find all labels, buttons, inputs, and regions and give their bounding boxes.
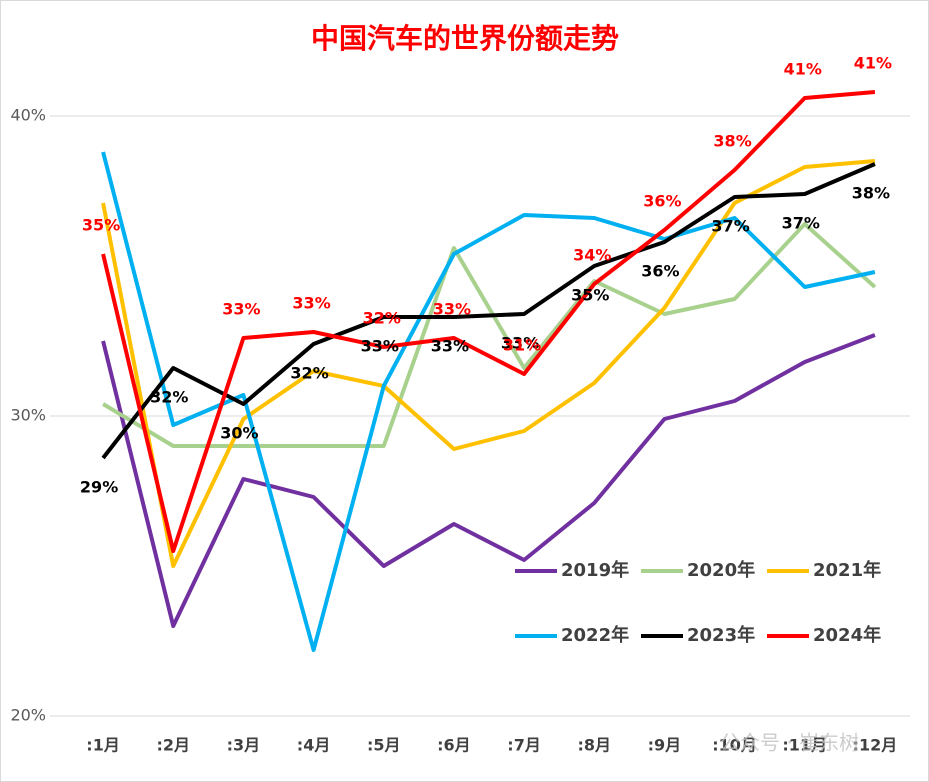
data-label: 33% — [361, 337, 399, 356]
x-tick-label: :7月 — [507, 736, 541, 755]
legend-label: 2021年 — [813, 559, 881, 581]
x-tick-label: :4月 — [297, 736, 331, 755]
x-tick-label: :5月 — [367, 736, 401, 755]
data-label: 31% — [503, 336, 541, 355]
data-label: 36% — [643, 192, 681, 211]
series-line — [101, 162, 876, 460]
series-line — [101, 90, 876, 553]
data-label: 36% — [641, 262, 679, 281]
data-label: 41% — [784, 60, 822, 79]
data-label: 41% — [854, 54, 892, 73]
data-label: 32% — [363, 309, 401, 328]
x-tick-label: :9月 — [648, 736, 682, 755]
data-label: 38% — [852, 184, 890, 203]
x-tick-label: :2月 — [156, 736, 190, 755]
legend-label: 2020年 — [687, 559, 755, 581]
x-tick-label: :1月 — [86, 736, 120, 755]
y-tick-label: 20% — [10, 706, 46, 725]
x-tick-label: :3月 — [227, 736, 261, 755]
data-label: 33% — [222, 300, 260, 319]
data-label: 34% — [573, 246, 611, 265]
data-label: 37% — [711, 217, 749, 236]
data-label: 35% — [571, 286, 609, 305]
series-line — [101, 333, 876, 628]
watermark: 公众号 · 崔东树 — [720, 731, 859, 755]
data-label: 29% — [80, 478, 118, 497]
x-tick-label: :10月 — [712, 736, 757, 755]
y-tick-label: 40% — [10, 106, 46, 125]
data-label: 33% — [431, 337, 469, 356]
data-label: 38% — [713, 132, 751, 151]
legend-label: 2019年 — [561, 559, 629, 581]
y-tick-label: 30% — [10, 406, 46, 425]
legend-label: 2022年 — [561, 624, 629, 646]
x-tick-label: :11月 — [782, 736, 827, 755]
x-tick-label: :8月 — [577, 736, 611, 755]
x-tick-label: :6月 — [437, 736, 471, 755]
data-label: 33% — [292, 294, 330, 313]
data-label: 35% — [82, 216, 120, 235]
data-label: 33% — [433, 300, 471, 319]
chart-title: 中国汽车的世界份额走势 — [311, 22, 619, 55]
legend-label: 2023年 — [687, 624, 755, 646]
data-label: 32% — [290, 364, 328, 383]
data-label: 30% — [220, 424, 258, 443]
data-label: 33% — [501, 334, 539, 353]
data-label: 37% — [782, 214, 820, 233]
legend-label: 2024年 — [813, 624, 881, 646]
data-label: 32% — [150, 388, 188, 407]
x-tick-label: :12月 — [853, 736, 898, 755]
